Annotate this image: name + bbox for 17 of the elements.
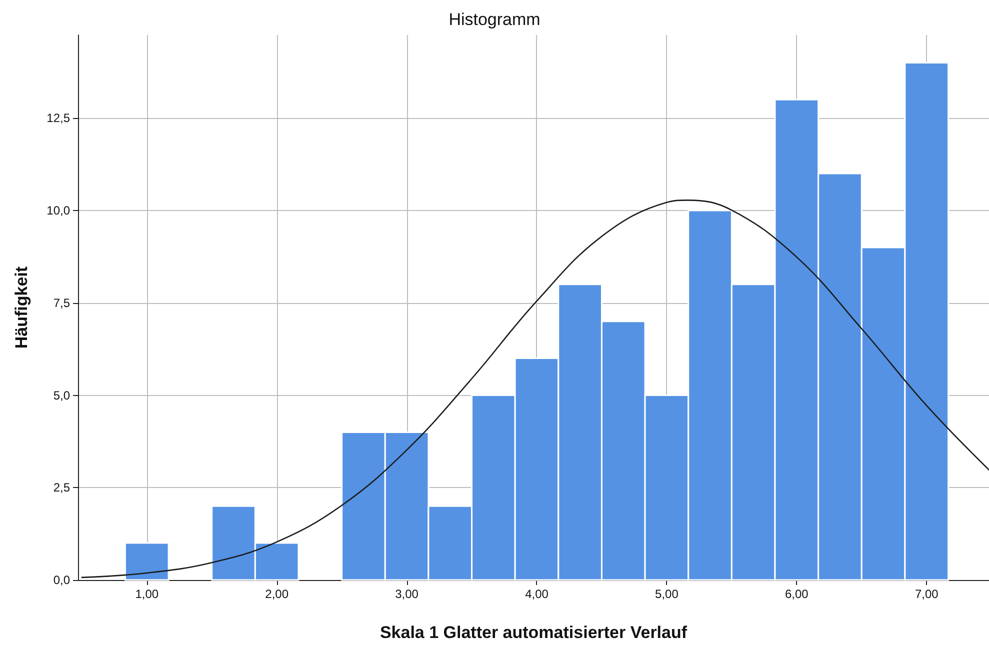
x-tick-label: 6,00 [784,587,809,601]
y-axis-title: Häufigkeit [12,266,31,349]
y-tick-label: 5,0 [53,388,70,402]
x-tick-label: 2,00 [265,587,289,601]
x-tick-label: 5,00 [655,587,679,601]
x-tick-label: 3,00 [395,587,419,601]
x-axis-title: Skala 1 Glatter automatisierter Verlauf [380,623,688,642]
chart-title: Histogramm [448,10,540,29]
line-series [81,200,989,578]
x-tick-label: 1,00 [135,587,159,601]
x-tick-label: 4,00 [525,587,549,601]
y-tick-label: 10,0 [46,204,70,218]
y-tick-label: 7,5 [53,296,70,310]
x-tick-label: 7,00 [914,587,939,601]
y-tick-label: 12,5 [46,111,70,126]
y-tick-label: 2,5 [53,480,70,495]
y-tick-label: 0,0 [53,573,70,587]
